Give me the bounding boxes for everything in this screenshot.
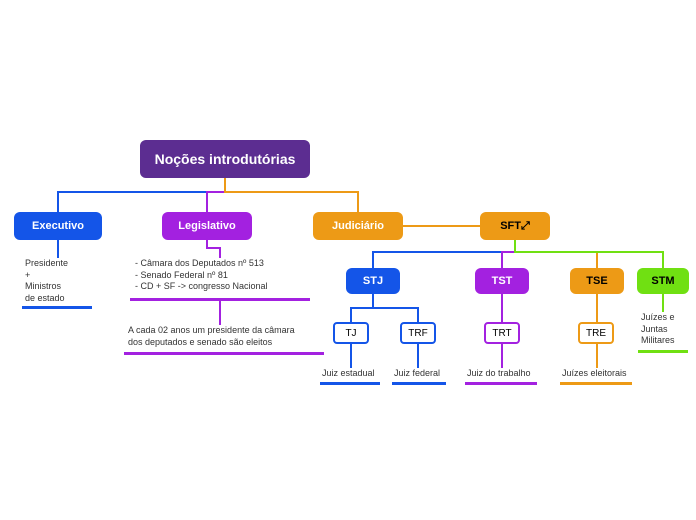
jtrab-label: Juiz do trabalho [467,368,531,380]
tse-node[interactable]: TSE [570,268,624,294]
underline-2 [124,352,324,355]
jest-label: Juiz estadual [322,368,375,380]
cada2-label: A cada 02 anos um presidente da câmara d… [128,325,295,348]
sft-node[interactable]: SFT⤢ [480,212,550,240]
legislativo-node[interactable]: Legislativo [162,212,252,240]
camara-label: - Câmara dos Deputados nº 513 - Senado F… [135,258,268,293]
stj-node[interactable]: STJ [346,268,400,294]
underline-0 [22,306,92,309]
jelet-label: Juízes eleitorais [562,368,627,380]
tre-node[interactable]: TRE [578,322,614,344]
tj-node[interactable]: TJ [333,322,369,344]
trt-node[interactable]: TRT [484,322,520,344]
executivo-node[interactable]: Executivo [14,212,102,240]
underline-4 [320,382,380,385]
underline-6 [465,382,537,385]
jmil-label: Juízes e Juntas Militares [641,312,675,347]
root-node[interactable]: Noções introdutórias [140,140,310,178]
stm-node[interactable]: STM [637,268,689,294]
jfed-label: Juiz federal [394,368,440,380]
underline-1 [130,298,310,301]
underline-5 [392,382,446,385]
trf-node[interactable]: TRF [400,322,436,344]
judiciario-node[interactable]: Judiciário [313,212,403,240]
underline-3 [638,350,688,353]
pres-label: Presidente + Ministros de estado [25,258,68,305]
underline-7 [560,382,632,385]
tst-node[interactable]: TST [475,268,529,294]
